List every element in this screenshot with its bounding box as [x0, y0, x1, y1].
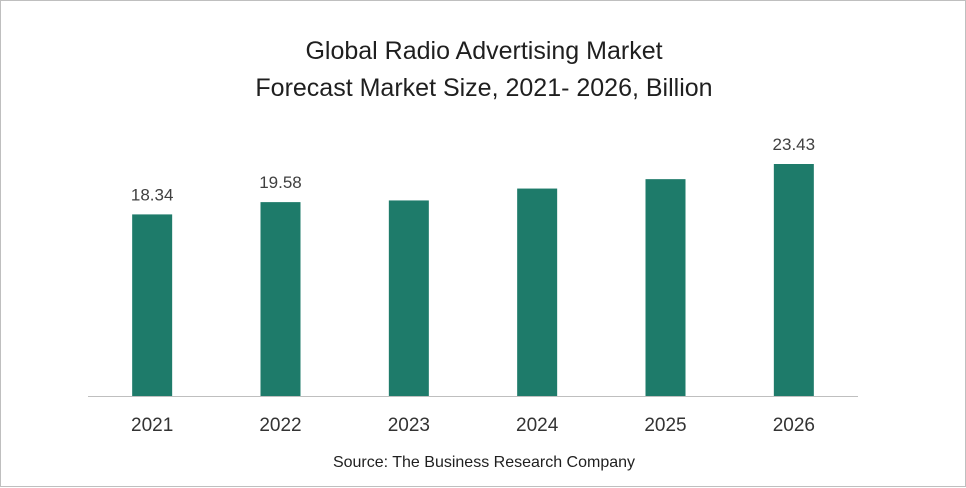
x-tick-label-2022: 2022 — [259, 415, 301, 436]
bar-2025 — [645, 179, 686, 396]
bar-2026 — [773, 164, 814, 396]
chart-title-line-1: Global Radio Advertising Market — [305, 37, 663, 65]
data-label-2021: 18.34 — [131, 185, 174, 204]
data-label-2022: 19.58 — [259, 173, 302, 192]
bar-2022 — [260, 202, 301, 396]
bar-2021 — [132, 214, 173, 396]
x-tick-label-2025: 2025 — [644, 415, 686, 436]
chart-title-line-2: Forecast Market Size, 2021- 2026, Billio… — [255, 74, 713, 102]
data-label-2026: 23.43 — [773, 135, 816, 154]
x-tick-label-2026: 2026 — [773, 415, 815, 436]
bar-2023 — [388, 200, 429, 396]
x-tick-label-2023: 2023 — [388, 415, 430, 436]
x-tick-label-2021: 2021 — [131, 415, 173, 436]
x-tick-label-2024: 2024 — [516, 415, 559, 436]
bar-2024 — [517, 188, 558, 396]
source-note: Source: The Business Research Company — [332, 454, 636, 471]
